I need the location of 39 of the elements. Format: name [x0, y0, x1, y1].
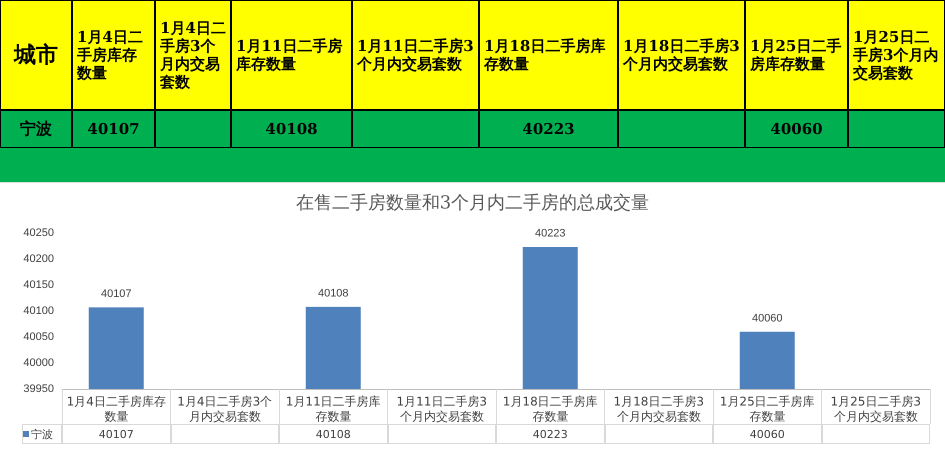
text: 40060 [752, 312, 783, 324]
legend-label: 宁波 [31, 426, 53, 442]
y-tick-label: 40250 [23, 227, 54, 239]
legend-title: 城市 [0, 0, 72, 110]
category-label: 1月18日二手房3个月内交易套数 [623, 37, 740, 73]
text: 宁波 [20, 118, 52, 138]
category-label: 1月25日二手房库存数量 [750, 37, 842, 73]
y-tick-label: 40050 [23, 331, 54, 343]
text: 40223 [534, 228, 566, 240]
x-tick-label: 1月4日二手房3个 月内交易套数 [177, 394, 272, 424]
x-tick-label: 1月18日二手房3 个月内交易套数 [613, 394, 704, 424]
data-label: 40107 [72, 110, 155, 148]
data-label: 40223 [479, 110, 618, 148]
text: 40107 [98, 428, 134, 440]
text: 40108 [316, 428, 351, 440]
y-tick-label: 40200 [23, 253, 54, 265]
x-tick-label: 1月18日二手房库 存数量 [502, 394, 598, 424]
category-label: 1月4日二手房库存数量 [77, 28, 143, 82]
x-tick-label: 1月11日二手房库 存数量 [286, 394, 381, 424]
data-label: 40108 [231, 110, 352, 148]
category-label: 1月11日二手房库存数量 [236, 37, 342, 73]
text: 40107 [100, 288, 132, 300]
category-label: 1月25日二手房3个月内交易套数 [853, 28, 938, 82]
x-tick-label: 1月25日二手房库 存数量 [720, 394, 815, 424]
y-tick-label: 39950 [23, 383, 54, 395]
text: 40060 [750, 428, 785, 440]
text: 40108 [318, 287, 349, 300]
category-label: 1月18日二手房库存数量 [484, 37, 606, 73]
category-label: 1月11日二手房3个月内交易套数 [357, 37, 474, 73]
chart-title: 在售二手房数量和3个月内二手房的总成交量 [296, 192, 650, 214]
text: 40223 [532, 428, 568, 440]
x-tick-label: 1月11日二手房3 个月内交易套数 [396, 394, 488, 424]
x-tick-label: 1月25日二手房3 个月内交易套数 [830, 394, 922, 424]
data-label: 40060 [745, 110, 848, 148]
y-tick-label: 40000 [23, 357, 54, 369]
category-label: 1月4日二手房3个月内交易套数 [160, 19, 226, 91]
y-tick-label: 40150 [23, 279, 54, 291]
y-tick-label: 40100 [23, 305, 54, 317]
x-tick-label: 1月4日二手房库存 数量 [66, 394, 166, 424]
